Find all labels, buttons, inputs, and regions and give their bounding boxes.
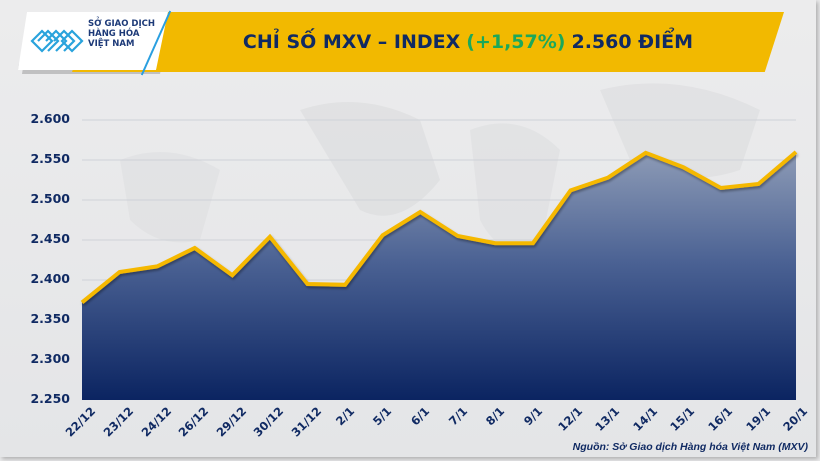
source-note: Nguồn: Sở Giao dịch Hàng hóa Việt Nam (M… (572, 441, 808, 453)
title-prefix: CHỈ SỐ MXV – INDEX (242, 31, 461, 53)
logo-line-2: HÀNG HÓA (88, 29, 140, 39)
y-tick-label: 2.350 (30, 311, 70, 326)
logo-text: SỞ GIAO DỊCH HÀNG HÓA VIỆT NAM (88, 19, 155, 49)
y-tick-label: 2.500 (30, 191, 70, 206)
y-tick-label: 2.600 (30, 111, 70, 126)
y-tick-label: 2.450 (30, 231, 70, 246)
index-line (80, 150, 798, 304)
logo-line-1: SỞ GIAO DỊCH (88, 19, 155, 29)
chart-title: CHỈ SỐ MXV – INDEX (+1,57%) 2.560 ĐIỂM (188, 12, 748, 72)
title-value: 2.560 ĐIỂM (571, 31, 694, 53)
y-tick-label: 2.400 (30, 271, 70, 286)
y-tick-label: 2.550 (30, 151, 70, 166)
mxv-logo-icon (30, 29, 84, 53)
title-change-percent: (+1,57%) (466, 31, 566, 53)
y-tick-label: 2.300 (30, 351, 70, 366)
title-banner (72, 12, 784, 72)
logo-line-3: VIỆT NAM (88, 39, 135, 49)
mxv-logo (18, 12, 168, 70)
area-fill (82, 152, 796, 400)
y-tick-label: 2.250 (30, 391, 70, 406)
